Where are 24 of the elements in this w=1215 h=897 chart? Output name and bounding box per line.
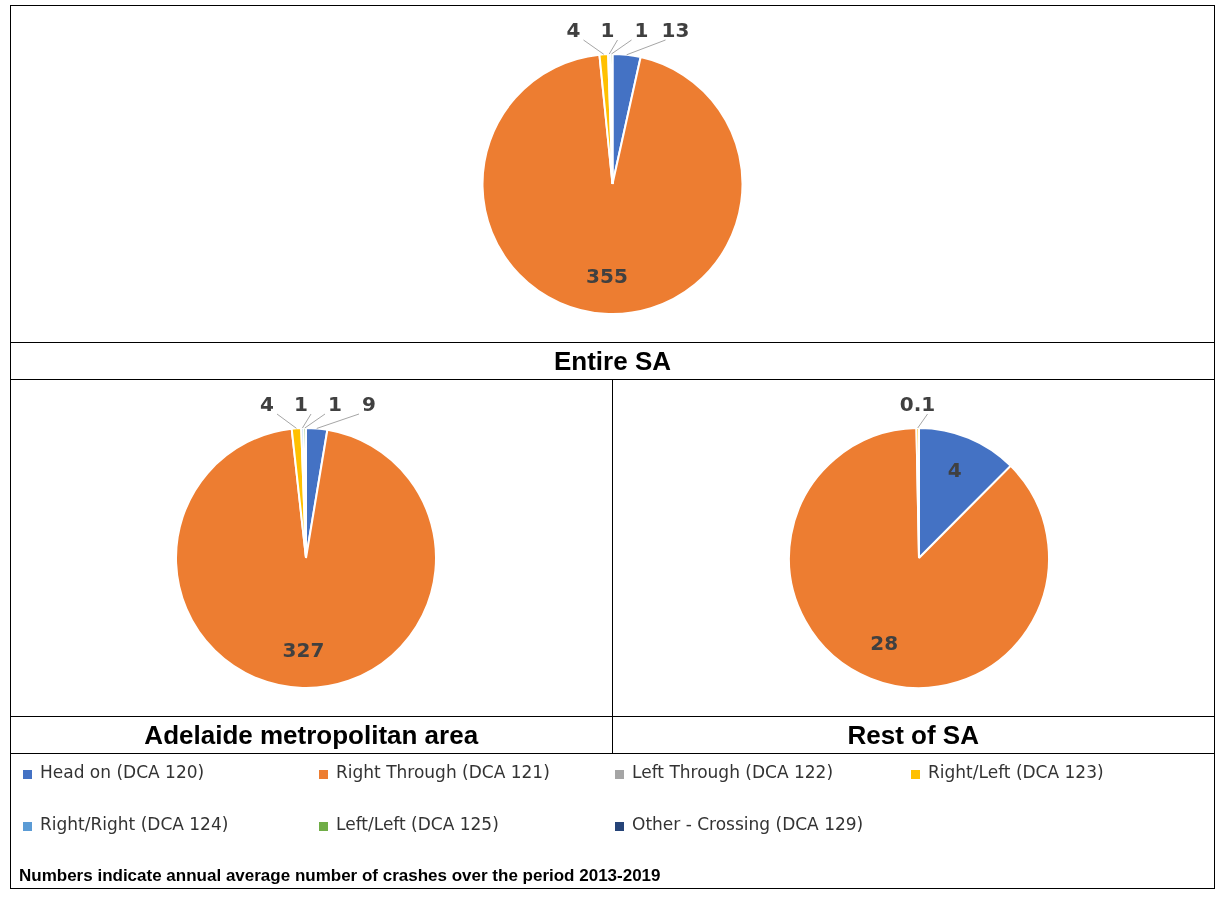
data-label: 327 xyxy=(282,637,325,662)
data-label: 1 xyxy=(328,392,342,417)
legend-label: Right/Left (DCA 123) xyxy=(927,762,1105,784)
legend-label: Left Through (DCA 122) xyxy=(631,762,834,784)
text: Entire SA xyxy=(11,343,1214,380)
data-label: 1 xyxy=(294,392,308,417)
legend-label: Left/Left (DCA 125) xyxy=(335,814,500,836)
data-label: 1 xyxy=(634,18,649,43)
text: Adelaide metropolitan area xyxy=(11,717,612,754)
data-label: 28 xyxy=(869,631,898,656)
data-label: 4 xyxy=(947,457,962,482)
data-label: 13 xyxy=(661,18,690,43)
legend-label: Other - Crossing (DCA 129) xyxy=(631,814,865,836)
data-label: 1 xyxy=(600,18,615,43)
data-label: 0.1 xyxy=(899,392,935,417)
legend-label: Right/Right (DCA 124) xyxy=(39,814,230,836)
data-label: 4 xyxy=(260,392,274,417)
legend-label: Head on (DCA 120) xyxy=(39,762,206,784)
text: Rest of SA xyxy=(612,717,1214,754)
text: Numbers indicate annual average number of crashes over the period 2013-2019 xyxy=(18,866,662,887)
data-label: 355 xyxy=(586,263,628,288)
data-label: 4 xyxy=(566,18,581,43)
legend-label: Right Through (DCA 121) xyxy=(335,762,551,784)
data-label: 9 xyxy=(362,392,376,417)
